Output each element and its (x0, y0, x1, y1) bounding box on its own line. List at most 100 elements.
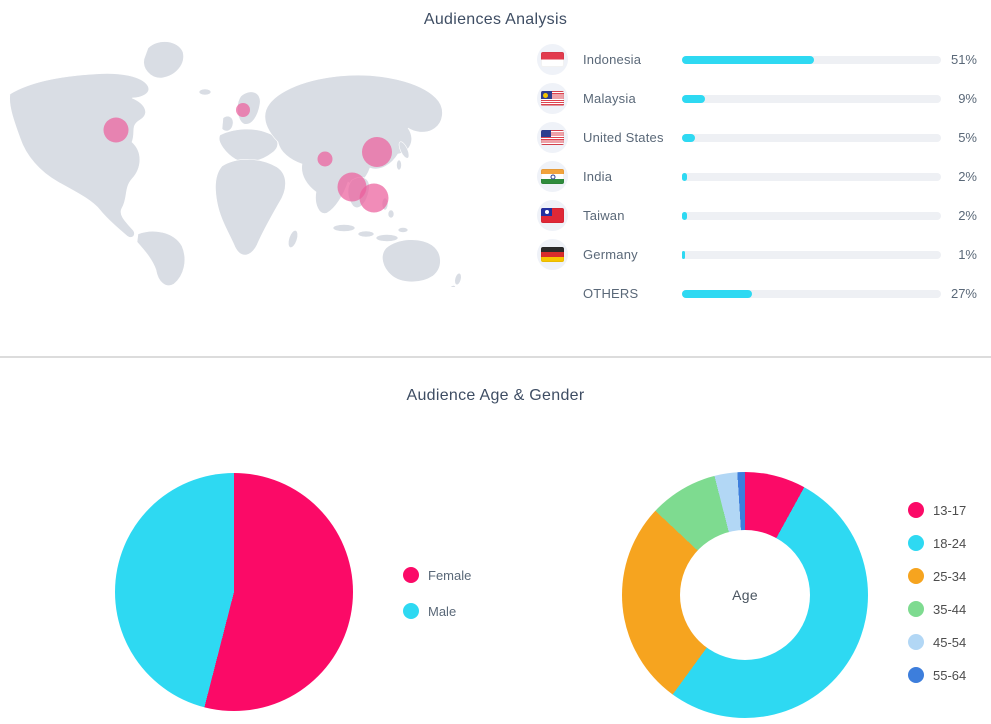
country-name: United States (583, 130, 664, 145)
flag-cell (537, 200, 583, 231)
flag-cell (537, 83, 583, 114)
legend-item[interactable]: 35-44 (908, 601, 966, 617)
country-row: Indonesia 51% (537, 40, 977, 79)
map-continents (9, 41, 462, 287)
flag-united-states-icon (541, 130, 564, 145)
legend-item[interactable]: 55-64 (908, 667, 966, 683)
legend-swatch-icon (908, 502, 924, 518)
map-bubble-united-states[interactable] (103, 117, 129, 143)
legend-label: 25-34 (933, 568, 967, 584)
flag-circle (537, 239, 568, 270)
country-bar-fill (682, 211, 688, 220)
flag-cell (537, 44, 583, 75)
country-bar-track (682, 211, 941, 220)
map-bubble-germany[interactable] (236, 103, 250, 117)
legend-label: 18-24 (933, 535, 967, 551)
flag-circle (537, 161, 568, 192)
country-bar-fill (682, 133, 695, 142)
country-bar-fill (682, 172, 688, 181)
country-percent: 51% (950, 52, 977, 67)
country-row: United States 5% (537, 118, 977, 157)
country-percent: 9% (958, 91, 977, 106)
country-percent: 5% (958, 130, 977, 145)
legend-item[interactable]: 25-34 (908, 568, 966, 584)
flag-germany-icon (541, 247, 564, 262)
country-name: OTHERS (583, 286, 639, 301)
country-bar-fill (682, 289, 752, 298)
legend-label: 13-17 (933, 502, 967, 518)
flag-cell (537, 239, 583, 270)
country-bar-track (682, 250, 941, 259)
gender-legend: Female Male (403, 567, 471, 639)
flag-circle (537, 83, 568, 114)
legend-item[interactable]: 45-54 (908, 634, 966, 650)
flag-malaysia-icon (541, 91, 564, 106)
flag-circle (537, 44, 568, 75)
country-bar-fill (682, 94, 706, 103)
taiwan-sun (544, 209, 549, 214)
country-percent: 1% (958, 247, 977, 262)
india-chakra (550, 174, 555, 179)
country-bar-fill (682, 250, 685, 259)
flag-circle (537, 122, 568, 153)
donut-center-label: Age (732, 587, 758, 603)
legend-swatch-icon (403, 567, 419, 583)
flag-taiwan-icon (541, 208, 564, 223)
flag-cell (537, 122, 583, 153)
flag-cell (537, 161, 583, 192)
legend-label: Male (428, 603, 457, 619)
legend-swatch-icon (908, 634, 924, 650)
country-bar-track (682, 55, 941, 64)
flag-indonesia-icon (541, 52, 564, 67)
legend-item[interactable]: Male (403, 603, 471, 619)
legend-item[interactable]: 13-17 (908, 502, 966, 518)
country-bar-track (682, 289, 941, 298)
country-row: Malaysia 9% (537, 79, 977, 118)
legend-swatch-icon (908, 601, 924, 617)
country-name: India (583, 169, 613, 184)
legend-label: 55-64 (933, 667, 967, 683)
country-percent: 27% (950, 286, 977, 301)
map-bubble-malaysia[interactable] (337, 172, 367, 202)
world-map-chart[interactable] (0, 32, 500, 287)
section-divider (0, 356, 991, 358)
country-list: Indonesia 51% Malaysia 9% United States 5% Ind… (537, 40, 977, 313)
malaysia-moon (543, 92, 548, 98)
flag-circle (537, 200, 568, 231)
country-name: Germany (583, 247, 638, 262)
map-bubble-india[interactable] (317, 151, 333, 167)
country-row: Germany 1% (537, 235, 977, 274)
country-bar-fill (682, 55, 815, 64)
country-row: India 2% (537, 157, 977, 196)
age-legend: 13-17 18-24 25-34 35-44 45-54 55-64 (908, 502, 966, 700)
age-donut-chart[interactable]: Age (622, 472, 868, 718)
gender-pie-chart[interactable] (115, 473, 353, 711)
legend-label: 35-44 (933, 601, 967, 617)
country-bar-track (682, 94, 941, 103)
country-bar-track (682, 133, 941, 142)
country-percent: 2% (958, 208, 977, 223)
legend-item[interactable]: Female (403, 567, 471, 583)
country-name: Malaysia (583, 91, 636, 106)
flag-india-icon (541, 169, 564, 184)
map-bubble-taiwan[interactable] (362, 137, 392, 167)
map-bubble-indonesia[interactable] (359, 183, 389, 213)
audiences-section-title: Audiences Analysis (423, 11, 568, 28)
legend-swatch-icon (908, 667, 924, 683)
legend-label: Female (428, 567, 472, 583)
us-canton (541, 130, 551, 137)
map-bubbles (103, 103, 392, 213)
country-name: Indonesia (583, 52, 642, 67)
country-row: OTHERS 27% (537, 274, 977, 313)
legend-label: 45-54 (933, 634, 967, 650)
country-percent: 2% (958, 169, 977, 184)
legend-item[interactable]: 18-24 (908, 535, 966, 551)
donut-center: Age (680, 530, 810, 660)
legend-swatch-icon (908, 535, 924, 551)
world-map-svg (9, 41, 462, 287)
country-row: Taiwan 2% (537, 196, 977, 235)
legend-swatch-icon (908, 568, 924, 584)
age-gender-section-title: Audience Age & Gender (406, 387, 585, 404)
country-bar-track (682, 172, 941, 181)
